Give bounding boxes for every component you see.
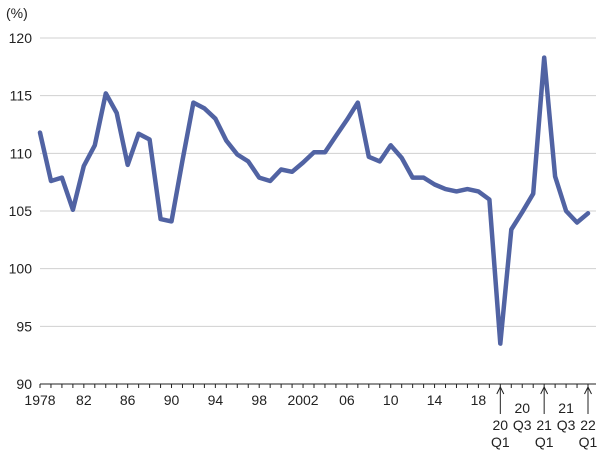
- x-tick-label: 22 Q1: [579, 417, 598, 450]
- y-tick-label: 90: [16, 376, 32, 392]
- x-tick-label: 20 Q3: [513, 400, 532, 433]
- y-tick-label: 95: [16, 318, 32, 334]
- y-tick-label: 120: [9, 30, 33, 46]
- x-tick-label: 14: [427, 392, 443, 408]
- x-tick-label: 06: [339, 392, 355, 408]
- x-tick-label: 10: [383, 392, 399, 408]
- x-tick-label: 18: [471, 392, 487, 408]
- y-axis-label: (%): [6, 5, 28, 21]
- label-arrow-head: [540, 385, 549, 395]
- y-tick-label: 105: [9, 203, 33, 219]
- x-tick-label: 21 Q3: [557, 400, 576, 433]
- y-tick-label: 115: [10, 88, 33, 104]
- label-arrow-head: [584, 385, 592, 395]
- label-arrow-head: [496, 385, 505, 395]
- y-tick-label: 110: [10, 145, 33, 161]
- x-tick-label: 1978: [24, 392, 55, 408]
- y-tick-label: 100: [9, 261, 33, 277]
- x-tick-label: 98: [251, 392, 267, 408]
- line-series: [37, 55, 591, 346]
- x-tick-label: 20 Q1: [491, 417, 510, 450]
- x-tick-label: 2002: [287, 392, 318, 408]
- x-tick-label: 82: [76, 392, 92, 408]
- x-tick-label: 90: [164, 392, 180, 408]
- x-tick-label: 86: [120, 392, 136, 408]
- x-tick-label: 21 Q1: [535, 417, 554, 450]
- x-tick-label: 94: [208, 392, 224, 408]
